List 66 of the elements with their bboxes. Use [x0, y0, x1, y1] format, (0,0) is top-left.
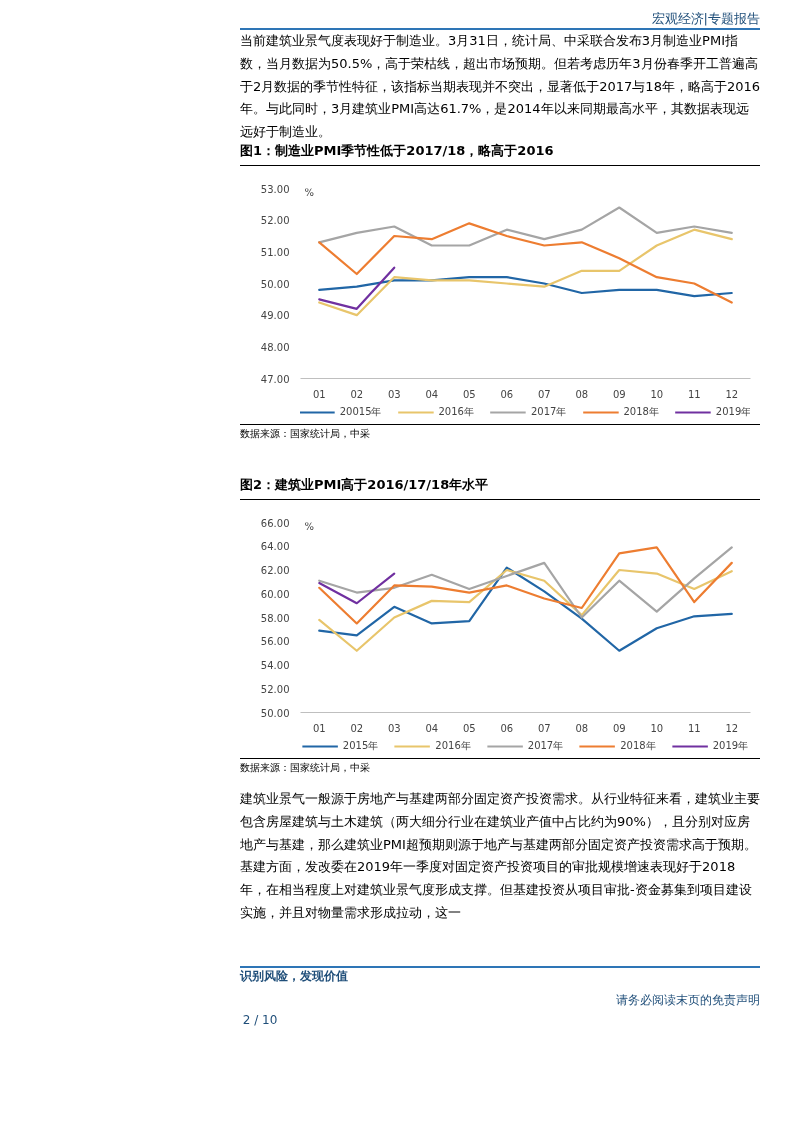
text: 当前建筑业景气度表现好于制造业。3月31日，统计局、中采联合发布3月制造业PMI指数，当月数据为50.5%，高于荣枯线，超出市场预期。但若考虑历年3月份春季开工普遍高于2月数据的季节性特征，该指标当期表现并不突出，显著低于2017与18年，略高于2016年。与此同时，3月建筑业PMI高达61.7%，是2014年以来同期最高水平，其数据表现远远好于制造业。: [240, 32, 760, 141]
legend-label: 2019年: [715, 405, 751, 419]
y-tick-label: 52.00: [260, 215, 290, 227]
legend-label: 2015年: [342, 739, 379, 753]
text: 2 / 10: [242, 1012, 278, 1029]
source-note: 数据来源：国家统计局，中采: [240, 761, 370, 775]
x-tick-label: 05: [462, 722, 476, 734]
legend-label: 2018年: [623, 405, 659, 419]
line-series: [318, 222, 733, 304]
y-tick-label: 58.00: [260, 612, 290, 624]
y-tick-label: 52.00: [260, 683, 290, 695]
y-tick-label: 56.00: [260, 636, 290, 648]
x-tick-label: 09: [612, 722, 626, 734]
legend-label: 2017年: [527, 739, 564, 753]
x-tick-label: 03: [387, 388, 401, 400]
chart-title: 图1：制造业PMI季节性低于2017/18，略高于2016: [240, 142, 554, 160]
text: 宏观经济|专题报告: [651, 10, 760, 28]
legend-label: 2017年: [530, 405, 567, 419]
x-tick-label: 03: [387, 722, 401, 734]
y-tick-label: 48.00: [260, 341, 290, 353]
x-tick-label: 11: [687, 388, 701, 400]
x-tick-label: 01: [312, 722, 326, 734]
x-tick-label: 06: [500, 388, 514, 400]
x-tick-label: 07: [537, 388, 551, 400]
x-tick-label: 06: [500, 722, 514, 734]
x-tick-label: 07: [537, 722, 551, 734]
x-tick-label: 10: [650, 388, 664, 400]
y-tick-label: 50.00: [260, 278, 290, 290]
x-tick-label: 11: [687, 722, 701, 734]
x-tick-label: 02: [350, 388, 364, 400]
text: 请务必阅读末页的免责声明: [616, 992, 760, 1009]
y-tick-label: 64.00: [260, 541, 290, 553]
legend-label: 2016年: [435, 739, 471, 753]
y-tick-label: 47.00: [260, 373, 290, 385]
y-tick-label: 60.00: [260, 588, 290, 600]
line-series: [318, 276, 733, 298]
legend-label: 2018年: [620, 739, 656, 753]
y-tick-label: 49.00: [260, 310, 290, 322]
y-tick-label: 62.00: [260, 565, 290, 576]
chart-title: 图2：建筑业PMI高于2016/17/18年水平: [240, 476, 489, 494]
y-tick-label: 53.00: [260, 183, 290, 195]
x-tick-label: 05: [462, 388, 476, 400]
y-tick-label: 51.00: [260, 246, 290, 258]
x-tick-label: 12: [725, 388, 739, 400]
legend-label: 20015年: [339, 405, 382, 419]
legend-label: 2016年: [438, 405, 474, 419]
x-tick-label: 08: [575, 722, 589, 734]
y-axis-title: %: [304, 186, 315, 198]
y-tick-label: 66.00: [260, 517, 290, 529]
line-series: [318, 228, 733, 317]
text: 建筑业景气一般源于房地产与基建两部分固定资产投资需求。从行业特征来看，建筑业主要包含房屋建筑与土木建筑（两大细分行业在建筑业产值中占比约为90%），且分别对应房地产与基建，那么建筑业PMI超预期则源于地产与基建两部分固定资产投资需求高于预期。基建方面，发改委在2019年一季度对固定资产投资项目的审批规模增速表现好于2018年，在相当程度上对建筑业景气度形成支撑。但基建投资从项目审批-资金募集到项目建设实施，并且对物量需求形成拉动，这一: [240, 790, 760, 922]
text: 识别风险，发现价值: [240, 968, 348, 985]
legend-label: 2019年: [712, 739, 749, 753]
x-tick-label: 02: [350, 722, 364, 734]
line-series: [318, 206, 733, 247]
x-tick-label: 01: [312, 388, 326, 400]
y-tick-label: 54.00: [260, 660, 290, 671]
x-tick-label: 04: [425, 722, 439, 734]
x-tick-label: 08: [575, 388, 589, 400]
source-note: 数据来源：国家统计局，中采: [240, 427, 370, 441]
x-tick-label: 10: [650, 722, 664, 734]
x-tick-label: 12: [725, 722, 739, 734]
y-axis-title: %: [304, 520, 315, 532]
y-tick-label: 50.00: [260, 707, 290, 719]
x-tick-label: 04: [425, 388, 439, 400]
x-tick-label: 09: [612, 388, 626, 400]
